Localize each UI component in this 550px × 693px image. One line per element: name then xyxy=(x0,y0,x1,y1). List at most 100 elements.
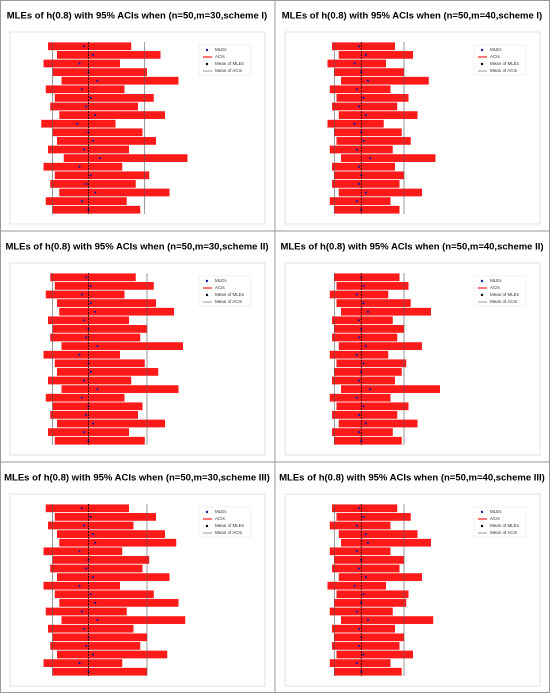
aci-interval xyxy=(54,436,145,445)
mle-point xyxy=(91,653,95,656)
legend-label: MLEs xyxy=(490,278,502,283)
aci-interval xyxy=(334,633,404,642)
aci-interval xyxy=(329,659,391,667)
aci-interval xyxy=(52,402,143,411)
mle-point xyxy=(78,550,81,553)
chart-title: MLEs of h(0.8) with 95% ACIs when (n=50,… xyxy=(282,11,542,22)
mle-point xyxy=(96,79,99,82)
mle-point xyxy=(91,533,95,536)
mle-point xyxy=(366,541,370,544)
aci-interval xyxy=(338,111,418,119)
aci-interval xyxy=(336,94,409,102)
legend-label: MLEs xyxy=(215,509,227,514)
aci-interval xyxy=(327,59,386,68)
aci-interval xyxy=(332,180,400,188)
legend-symbol xyxy=(205,293,209,297)
mle-point xyxy=(364,533,367,536)
aci-interval xyxy=(59,307,174,316)
mle-point xyxy=(85,644,88,648)
mle-point xyxy=(80,293,83,296)
aci-interval xyxy=(332,428,393,436)
aci-interval xyxy=(338,51,413,59)
mle-point xyxy=(87,670,90,673)
aci-interval xyxy=(336,650,413,659)
aci-interval xyxy=(338,530,418,538)
mle-point xyxy=(362,96,365,99)
mle-point xyxy=(96,619,99,622)
aci-interval xyxy=(52,633,147,642)
aci-interval xyxy=(334,205,400,214)
aci-interval xyxy=(50,333,141,342)
legend-label: ACIs xyxy=(490,285,501,290)
mle-point xyxy=(91,422,95,425)
aci-interval xyxy=(341,307,431,316)
aci-interval xyxy=(329,197,391,205)
mle-point xyxy=(357,644,361,648)
aci-interval xyxy=(336,282,409,290)
aci-interval xyxy=(50,102,138,111)
aci-interval xyxy=(341,385,440,393)
legend-symbol xyxy=(205,279,209,283)
mle-point xyxy=(80,507,83,510)
mle-point xyxy=(82,431,86,434)
aci-interval xyxy=(59,111,165,119)
mle-point xyxy=(78,353,81,356)
chart-title: MLEs of h(0.8) with 95% ACIs when (n=50,… xyxy=(4,473,270,484)
mle-point xyxy=(360,439,363,442)
legend-label: MLEs xyxy=(215,278,227,283)
legend-symbol xyxy=(480,293,484,297)
mle-point xyxy=(80,200,83,203)
aci-interval xyxy=(45,504,129,513)
aci-interval xyxy=(334,556,404,564)
aci-interval xyxy=(61,76,179,85)
aci-interval xyxy=(334,128,402,137)
aci-interval xyxy=(57,530,165,538)
mle-point xyxy=(94,191,97,194)
aci-interval xyxy=(52,205,141,214)
aci-interval xyxy=(334,368,402,376)
mle-point xyxy=(355,293,358,296)
mle-point xyxy=(85,567,88,570)
aci-interval xyxy=(57,573,170,581)
mle-point xyxy=(85,413,88,416)
aci-interval xyxy=(59,599,179,607)
mle-point xyxy=(353,62,356,65)
aci-interval xyxy=(334,599,407,607)
legend-symbol xyxy=(205,510,209,514)
legend-label: ACIs xyxy=(215,285,226,290)
mle-point xyxy=(89,284,92,287)
mle-point xyxy=(355,524,358,527)
legend-label: Mean of MLEs xyxy=(215,61,245,66)
legend-label: Mean of ACIs xyxy=(215,299,243,304)
legend-label: ACIs xyxy=(215,54,226,59)
aci-interval xyxy=(329,290,389,299)
aci-interval xyxy=(57,299,156,307)
legend-label: Mean of MLEs xyxy=(215,292,245,297)
aci-interval xyxy=(338,573,422,581)
mle-point xyxy=(82,45,86,48)
legend-label: Mean of MLEs xyxy=(215,523,245,528)
aci-interval xyxy=(338,419,418,428)
mle-point xyxy=(355,396,358,399)
legend-label: Mean of ACIs xyxy=(490,530,518,535)
mle-point xyxy=(362,593,365,596)
aci-interval xyxy=(332,411,398,419)
mle-point xyxy=(80,610,83,613)
aci-interval xyxy=(332,642,400,650)
legend-label: Mean of MLEs xyxy=(490,292,520,297)
aci-interval xyxy=(45,197,127,205)
mle-point xyxy=(357,431,361,434)
aci-interval xyxy=(336,590,409,599)
chart-title: MLEs of h(0.8) with 95% ACIs when (n=50,… xyxy=(7,11,267,22)
aci-interval xyxy=(57,419,165,428)
legend-symbol xyxy=(480,510,484,514)
mle-point xyxy=(366,310,370,313)
mle-point xyxy=(364,114,367,117)
aci-interval xyxy=(336,299,411,307)
mle-point xyxy=(366,79,370,82)
mle-point xyxy=(364,576,367,579)
mle-point xyxy=(82,379,86,382)
mle-point xyxy=(364,422,367,425)
aci-interval xyxy=(48,624,134,633)
